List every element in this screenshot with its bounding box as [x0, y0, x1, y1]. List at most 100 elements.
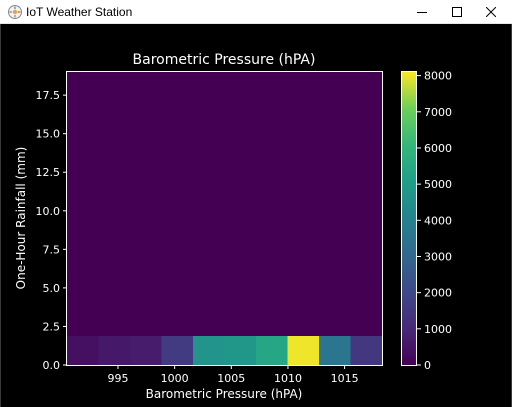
heatmap-cell	[350, 306, 383, 336]
window-left-edge	[0, 24, 1, 407]
heatmap-cell	[319, 159, 351, 190]
y-axis-label: One-Hour Rainfall (mm)	[14, 147, 28, 290]
heatmap-figure: Barometric Pressure (hPA) 995 1000 1005 101…	[14, 52, 452, 401]
heatmap-cell	[193, 72, 225, 102]
x-tick-label: 1015	[331, 372, 359, 385]
colorbar-tick-label: 7000	[424, 106, 452, 119]
heatmap-cell	[161, 218, 194, 249]
heatmap-cell	[350, 101, 383, 131]
colorbar-tick-label: 8000	[424, 70, 452, 83]
colorbar-tick-label: 1000	[424, 323, 452, 336]
heatmap-cell	[224, 159, 257, 190]
weather-station-icon	[8, 5, 22, 19]
heatmap-cell	[130, 189, 162, 219]
colorbar-tick-label: 4000	[424, 214, 452, 227]
heatmap-cell	[256, 72, 288, 102]
heatmap-cell	[350, 335, 383, 366]
colorbar-axis: 0 1000 2000 3000 4000 5000 6000 7000 8000	[417, 70, 452, 372]
colorbar-tick-label: 5000	[424, 178, 452, 191]
heatmap-cell	[67, 306, 99, 336]
heatmap-cell	[224, 101, 257, 131]
heatmap-cell	[287, 247, 320, 278]
y-tick-label: 15.0	[36, 128, 61, 141]
heatmap-cell	[193, 130, 225, 161]
heatmap-cell	[130, 218, 162, 249]
heatmap-cell	[161, 130, 194, 161]
heatmap-cell	[287, 335, 320, 366]
heatmap-cell	[98, 101, 131, 131]
heatmap-cell	[350, 247, 383, 278]
minimize-button[interactable]	[405, 0, 439, 24]
heatmap-cell	[287, 306, 320, 336]
y-axis: 0.0 2.5 5.0 7.5 10.0 12.5 15.0 17.5	[36, 89, 67, 372]
heatmap-cell	[161, 277, 194, 307]
heatmap-cell	[256, 218, 288, 249]
heatmap-cell	[193, 159, 225, 190]
heatmap-cell	[130, 101, 162, 131]
heatmap-cell	[67, 335, 99, 366]
x-tick-label: 1005	[217, 372, 245, 385]
heatmap-cell	[256, 189, 288, 219]
axes-frame	[66, 71, 383, 366]
heatmap-cell	[319, 335, 351, 366]
heatmap-cell	[161, 306, 194, 336]
heatmap-cell	[98, 247, 131, 278]
maximize-button[interactable]	[440, 0, 474, 24]
heatmap-cell	[193, 218, 225, 249]
heatmap-cell	[287, 277, 320, 307]
colorbar	[401, 71, 417, 366]
heatmap-cell	[193, 247, 225, 278]
y-tick-label: 5.0	[43, 282, 61, 295]
heatmap-cell	[161, 335, 194, 366]
y-tick-label: 12.5	[36, 166, 61, 179]
heatmap-cell	[224, 277, 257, 307]
heatmap-cell	[319, 218, 351, 249]
heatmap-cell	[98, 335, 131, 366]
heatmap-cell	[256, 277, 288, 307]
heatmap-cell	[130, 247, 162, 278]
heatmap-cell	[319, 306, 351, 336]
heatmap-cell	[130, 277, 162, 307]
heatmap-cell	[98, 218, 131, 249]
heatmap-cell	[224, 189, 257, 219]
heatmap-cell	[98, 72, 131, 102]
heatmap-cell	[319, 101, 351, 131]
x-tick-label: 1010	[274, 372, 302, 385]
heatmap-cell	[161, 101, 194, 131]
heatmap-cell	[130, 335, 162, 366]
heatmap-cell	[98, 306, 131, 336]
heatmap-cell	[287, 72, 320, 102]
colorbar-tick-label: 0	[424, 359, 431, 372]
heatmap-cell	[256, 159, 288, 190]
heatmap-cell	[193, 189, 225, 219]
heatmap-cell	[319, 247, 351, 278]
heatmap-cell	[67, 159, 99, 190]
heatmap-cell	[224, 130, 257, 161]
heatmap-cell	[287, 218, 320, 249]
y-tick-label: 7.5	[43, 243, 61, 256]
heatmap-cell	[193, 335, 225, 366]
heatmap-cell	[350, 277, 383, 307]
heatmap-cell	[224, 335, 257, 366]
window-title: IoT Weather Station	[26, 5, 133, 19]
heatmap-cell	[287, 189, 320, 219]
heatmap-cell	[161, 189, 194, 219]
heatmap-cell	[224, 247, 257, 278]
heatmap-cell	[350, 130, 383, 161]
close-button[interactable]	[474, 0, 508, 24]
heatmap-cell	[161, 72, 194, 102]
heatmap-cell	[130, 72, 162, 102]
colorbar-tick-label: 3000	[424, 250, 452, 263]
heatmap-cell	[67, 218, 99, 249]
y-tick-label: 2.5	[43, 320, 61, 333]
heatmap-cell	[350, 159, 383, 190]
heatmap-cell	[67, 247, 99, 278]
heatmap-cell	[256, 247, 288, 278]
window-titlebar[interactable]: IoT Weather Station	[0, 0, 512, 24]
heatmap-cell	[161, 159, 194, 190]
heatmap-cells	[67, 72, 383, 366]
heatmap-cell	[224, 218, 257, 249]
heatmap-cell	[319, 130, 351, 161]
heatmap-cell	[287, 101, 320, 131]
heatmap-cell	[67, 277, 99, 307]
